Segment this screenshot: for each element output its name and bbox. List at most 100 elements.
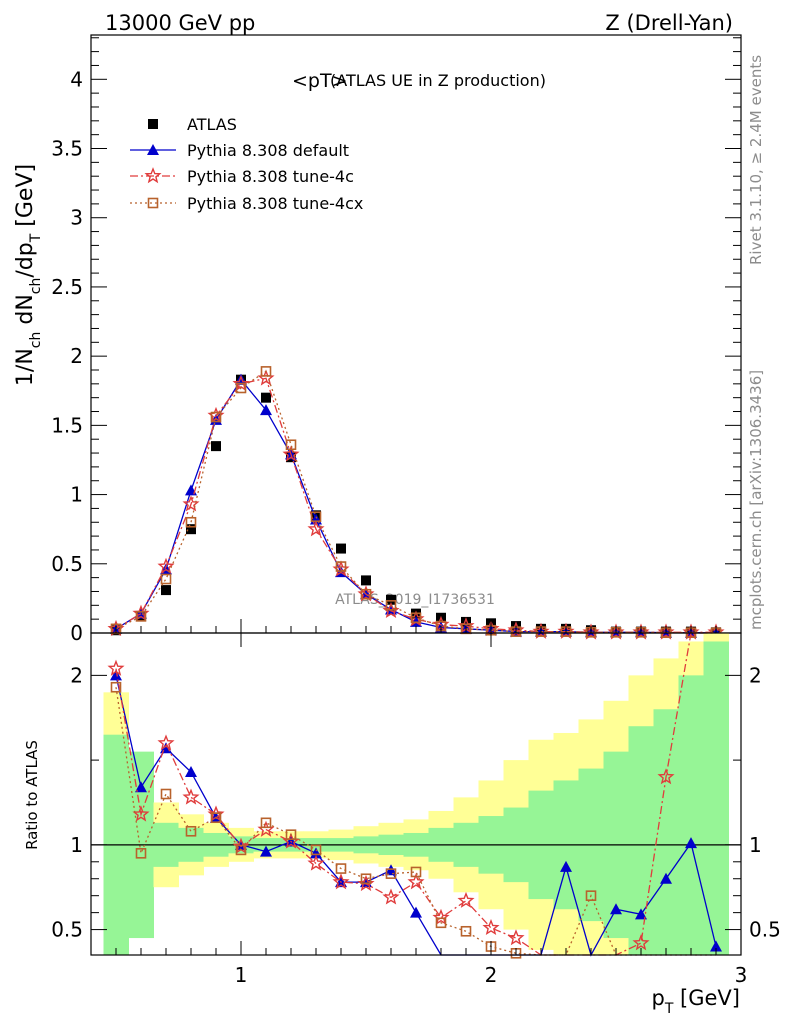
plot-subtitle: (ATLAS UE in Z production) — [330, 71, 546, 90]
data-point — [110, 669, 122, 681]
data-point — [132, 805, 150, 822]
y-tick-label: 3 — [70, 206, 83, 230]
legend-label: Pythia 8.308 tune-4c — [187, 167, 354, 186]
data-point — [307, 854, 325, 871]
data-point — [410, 612, 422, 624]
ratio-panel: 0.5 0.5 1 1 2 2 1 2 3 Ratio to ATLAS pT [GeV] — [23, 619, 781, 1017]
legend-label: Pythia 8.308 default — [187, 141, 349, 160]
data-point — [161, 585, 171, 596]
data-point — [135, 781, 147, 793]
y-tick-label: 0 — [70, 621, 83, 645]
data-point — [310, 844, 322, 856]
data-point — [157, 557, 175, 574]
data-point — [610, 903, 622, 915]
data-point — [336, 543, 346, 554]
main-panel: <pT> (ATLAS UE in Z production) ATLAS_20… — [13, 34, 742, 645]
x-axis-label: pT [GeV] — [651, 986, 740, 1017]
data-point — [710, 940, 722, 952]
x-tick-label: 3 — [735, 963, 748, 987]
data-point — [186, 524, 196, 535]
data-point — [657, 768, 675, 785]
x-tick-label: 1 — [235, 963, 248, 987]
data-point — [107, 659, 125, 676]
data-point — [457, 891, 475, 908]
ratio-y-tick-label: 2 — [70, 663, 83, 687]
ratio-y-tick-label-right: 0.5 — [749, 918, 781, 942]
data-point — [261, 392, 271, 403]
legend: ATLAS Pythia 8.308 default Pythia 8.308 tu… — [130, 115, 363, 213]
data-point — [685, 837, 697, 849]
data-point — [385, 868, 397, 879]
data-point — [410, 906, 422, 918]
x-tick-label: 2 — [485, 963, 498, 987]
data-point — [660, 872, 672, 884]
data-point — [310, 511, 322, 523]
data-point — [260, 404, 272, 416]
data-point — [210, 411, 222, 423]
y-tick-label: 1 — [70, 483, 83, 507]
data-point — [285, 829, 297, 840]
data-point — [382, 888, 400, 905]
data-point — [235, 382, 247, 394]
y-tick-label: 4 — [70, 67, 83, 91]
data-point — [407, 873, 425, 890]
mcplots-label: mcplots.cern.ch [arXiv:1306.3436] — [747, 370, 765, 630]
data-point — [410, 866, 422, 878]
y-tick-label: 0.5 — [51, 552, 83, 576]
green-band — [678, 675, 704, 955]
data-point — [360, 588, 372, 600]
data-point — [185, 825, 197, 837]
data-point — [160, 788, 172, 800]
data-point — [385, 600, 397, 611]
data-point — [147, 144, 159, 155]
process-label: Z (Drell-Yan) — [605, 11, 733, 35]
data-point — [185, 516, 197, 528]
data-point — [260, 817, 272, 829]
data-point — [635, 908, 647, 920]
data-point — [282, 445, 300, 462]
data-point — [507, 929, 525, 946]
y-tick-label: 3.5 — [51, 137, 83, 161]
data-point — [157, 734, 175, 751]
data-point — [560, 860, 572, 872]
green-band — [628, 726, 654, 955]
data-point — [260, 845, 272, 857]
y-tick-label: 2.5 — [51, 275, 83, 299]
data-point — [211, 441, 221, 452]
plot-title: <pT> — [292, 70, 348, 92]
green-band — [653, 709, 679, 955]
data-point — [435, 917, 447, 929]
data-point — [147, 197, 159, 209]
rivet-label: Rivet 3.1.10, ≥ 2.4M events — [747, 55, 765, 265]
data-point — [148, 119, 158, 129]
data-point — [310, 847, 322, 859]
data-point — [144, 167, 162, 184]
ratio-y-tick-label: 1 — [70, 833, 83, 857]
data-point — [432, 908, 450, 925]
data-point — [160, 573, 172, 585]
data-point — [386, 594, 396, 605]
data-point — [460, 925, 472, 937]
ratio-y-tick-label-right: 1 — [749, 833, 762, 857]
data-point — [360, 873, 372, 885]
y-tick-label: 2 — [70, 344, 83, 368]
data-point — [260, 366, 272, 377]
data-point — [461, 616, 471, 627]
data-point — [285, 439, 297, 451]
data-point — [135, 611, 147, 622]
data-point — [632, 934, 650, 951]
ratio-y-tick-label-right: 2 — [749, 663, 762, 687]
data-point — [332, 873, 350, 890]
data-point — [361, 575, 371, 586]
y-tick-label: 1.5 — [51, 413, 83, 437]
main-y-axis-label: 1/Nch dNch/dpT [GeV] — [13, 164, 44, 386]
analysis-watermark: ATLAS_2019_I1736531 — [335, 592, 495, 608]
ratio-y-tick-label: 0.5 — [51, 918, 83, 942]
data-point — [232, 374, 250, 392]
green-band — [703, 641, 729, 955]
energy-label: 13000 GeV pp — [105, 11, 255, 35]
data-point — [210, 812, 222, 824]
legend-label: Pythia 8.308 tune-4cx — [187, 194, 363, 213]
ratio-y-axis-label: Ratio to ATLAS — [23, 740, 41, 850]
data-point — [182, 788, 200, 805]
